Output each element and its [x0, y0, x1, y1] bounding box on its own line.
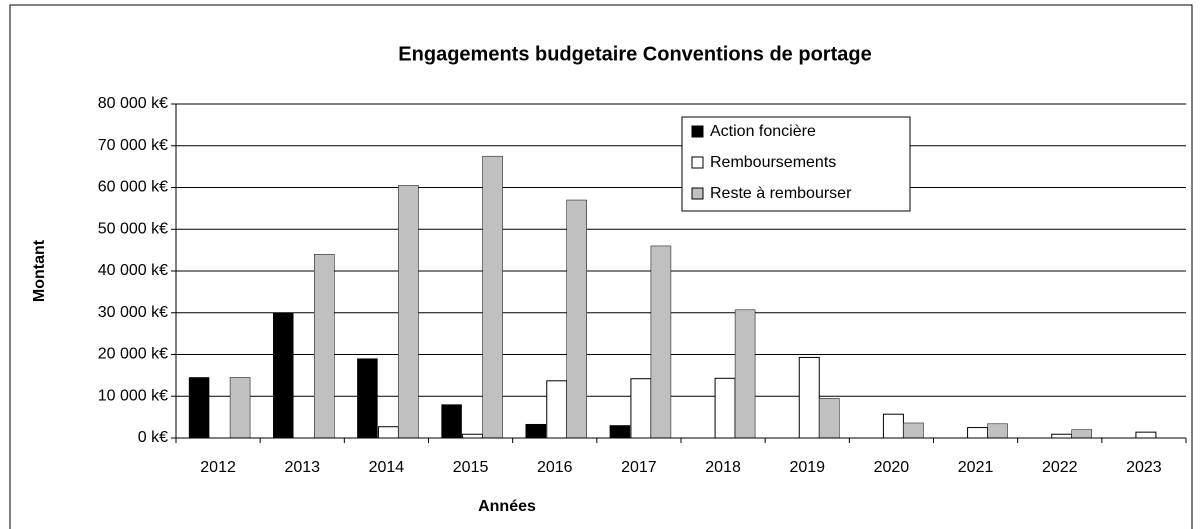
bar — [229, 377, 251, 439]
bar — [357, 358, 378, 439]
bar — [650, 245, 672, 439]
bar — [482, 155, 503, 439]
bar — [630, 378, 652, 439]
y-tick-label: 10 000 k€ — [98, 387, 168, 404]
bar — [273, 312, 294, 439]
bar — [987, 423, 1008, 439]
bar — [967, 427, 989, 439]
bar — [377, 426, 399, 439]
y-tick-label: 80 000 k€ — [98, 95, 168, 112]
y-tick-label: 40 000 k€ — [98, 262, 168, 279]
legend-label: Action foncière — [710, 123, 816, 140]
legend-swatch — [691, 156, 704, 169]
x-tick-label: 2023 — [1126, 459, 1162, 476]
x-tick-label: 2013 — [284, 459, 320, 476]
y-tick-label: 50 000 k€ — [98, 220, 168, 237]
x-tick-label: 2012 — [200, 459, 236, 476]
bar — [882, 413, 904, 439]
bar — [714, 377, 736, 439]
bar — [525, 423, 546, 439]
x-tick-label: 2014 — [369, 459, 405, 476]
legend-box — [681, 116, 911, 212]
bar — [1051, 433, 1073, 439]
y-tick-label: 30 000 k€ — [98, 304, 168, 321]
x-tick-label: 2015 — [453, 459, 489, 476]
bar — [566, 199, 587, 439]
x-tick-label: 2022 — [1042, 459, 1078, 476]
y-tick-label: 0 k€ — [138, 429, 168, 446]
bar — [609, 425, 631, 439]
y-tick-label: 20 000 k€ — [98, 346, 168, 363]
bar — [1071, 429, 1092, 439]
bar — [734, 309, 756, 439]
bar — [546, 380, 568, 439]
bar — [798, 356, 820, 439]
bar — [398, 185, 419, 439]
x-tick-label: 2019 — [789, 459, 825, 476]
legend-swatch — [691, 125, 704, 138]
chart-title: Engagements budgetaire Conventions de po… — [398, 43, 871, 65]
bar — [314, 254, 335, 439]
y-tick-label: 60 000 k€ — [98, 179, 168, 196]
legend-label: Reste à rembourser — [710, 185, 852, 202]
legend-label: Remboursements — [710, 154, 836, 171]
x-tick-label: 2016 — [537, 459, 573, 476]
bar — [819, 398, 840, 439]
bar — [1135, 431, 1157, 439]
y-axis-label: Montant — [31, 239, 48, 302]
y-tick-label: 70 000 k€ — [98, 137, 168, 154]
bar — [903, 422, 924, 439]
bar — [188, 377, 210, 439]
chart-frame — [9, 4, 1193, 529]
x-tick-label: 2021 — [958, 459, 994, 476]
bar — [441, 404, 462, 439]
legend-swatch — [691, 187, 704, 200]
x-axis-label: Années — [478, 498, 536, 515]
x-tick-label: 2017 — [621, 459, 657, 476]
x-tick-label: 2020 — [874, 459, 910, 476]
x-tick-label: 2018 — [705, 459, 741, 476]
bar — [462, 433, 484, 439]
